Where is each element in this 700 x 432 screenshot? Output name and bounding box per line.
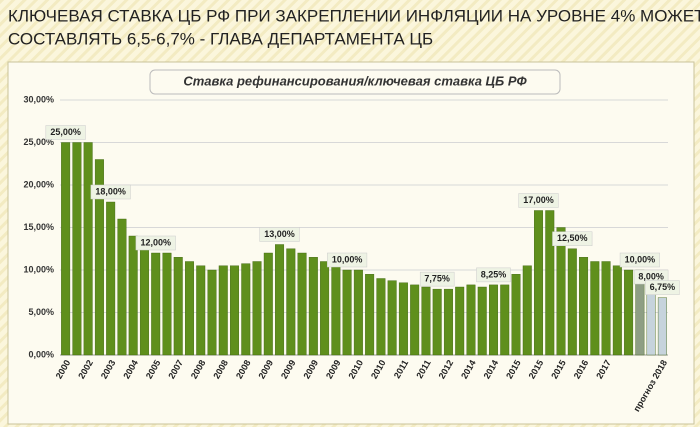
bar — [263, 252, 273, 356]
bar — [353, 269, 363, 356]
bar — [173, 257, 183, 356]
value-label-box — [645, 280, 680, 295]
value-label: 6,75% — [650, 282, 676, 292]
bar — [455, 286, 465, 356]
y-tick-label: 30,00% — [23, 94, 54, 104]
bar — [275, 244, 285, 356]
bar — [218, 265, 228, 356]
bar — [376, 278, 386, 356]
bar — [151, 252, 161, 356]
bar — [252, 261, 262, 356]
bar — [489, 284, 498, 356]
bar — [398, 282, 408, 356]
headline: КЛЮЧЕВАЯ СТАВКА ЦБ РФ ПРИ ЗАКРЕПЛЕНИИ ИН… — [8, 6, 700, 25]
value-label-box — [419, 271, 455, 287]
bar — [511, 274, 521, 356]
value-label: 8,25% — [481, 269, 507, 279]
bar — [297, 252, 307, 356]
value-label: 12,00% — [140, 237, 171, 247]
bar — [545, 210, 555, 356]
bar — [432, 288, 442, 356]
bar — [106, 201, 116, 356]
value-label: 12,50% — [557, 233, 588, 243]
bar — [61, 142, 71, 356]
bar — [365, 274, 375, 356]
bar — [601, 261, 611, 356]
bar — [567, 248, 577, 356]
bar — [72, 142, 82, 356]
bar — [612, 265, 622, 356]
bar — [230, 265, 239, 356]
y-tick-label: 5,00% — [28, 307, 54, 317]
value-label-box — [327, 252, 368, 268]
bar — [286, 248, 296, 356]
value-label-box — [518, 193, 559, 208]
bar — [579, 257, 589, 356]
value-label-box — [259, 227, 300, 242]
y-tick-label: 0,00% — [28, 349, 54, 359]
bar — [117, 218, 127, 356]
bar — [342, 269, 352, 356]
bar — [83, 142, 93, 356]
bar — [477, 286, 487, 356]
bar — [624, 269, 634, 356]
bar — [308, 257, 318, 356]
bar — [207, 269, 217, 356]
value-label: 17,00% — [523, 195, 554, 205]
bar — [410, 284, 420, 356]
bar — [421, 286, 431, 356]
value-label: 13,00% — [264, 229, 295, 239]
value-label: 8,00% — [638, 271, 664, 281]
bar — [443, 288, 453, 356]
bar — [162, 252, 172, 356]
value-label-box — [476, 267, 511, 283]
bar — [466, 284, 476, 356]
value-label: 7,75% — [424, 274, 450, 284]
bar — [387, 280, 397, 356]
value-label: 25,00% — [50, 127, 81, 137]
value-label: 10,00% — [625, 254, 656, 264]
value-label: 18,00% — [95, 186, 126, 196]
value-label-box — [45, 125, 86, 140]
bar — [522, 265, 532, 356]
bar — [590, 261, 600, 356]
bar — [556, 227, 566, 356]
bar — [241, 263, 251, 356]
value-label-box — [135, 235, 176, 251]
y-tick-label: 10,00% — [23, 264, 54, 274]
bar — [646, 286, 656, 356]
y-tick-label: 20,00% — [23, 179, 54, 189]
value-label: 10,00% — [332, 254, 363, 264]
chart-title: Ставка рефинансирования/ключевая ставка … — [183, 73, 527, 88]
bar — [128, 235, 138, 356]
y-tick-label: 25,00% — [23, 137, 54, 147]
bar — [320, 261, 330, 356]
value-label-box — [90, 184, 131, 200]
bar — [500, 284, 510, 356]
bar — [139, 244, 149, 356]
headline: СОСТАВЛЯТЬ 6,5-6,7% - ГЛАВА ДЕПАРТАМЕНТА… — [8, 29, 433, 48]
y-tick-label: 15,00% — [23, 222, 54, 232]
bar — [94, 159, 104, 356]
bar — [534, 210, 543, 356]
bar — [185, 261, 194, 356]
title-frame — [149, 69, 561, 95]
value-label-box — [619, 252, 660, 268]
bar — [657, 297, 667, 356]
value-label-box — [552, 231, 593, 246]
bar — [331, 265, 341, 356]
bar — [196, 265, 206, 356]
